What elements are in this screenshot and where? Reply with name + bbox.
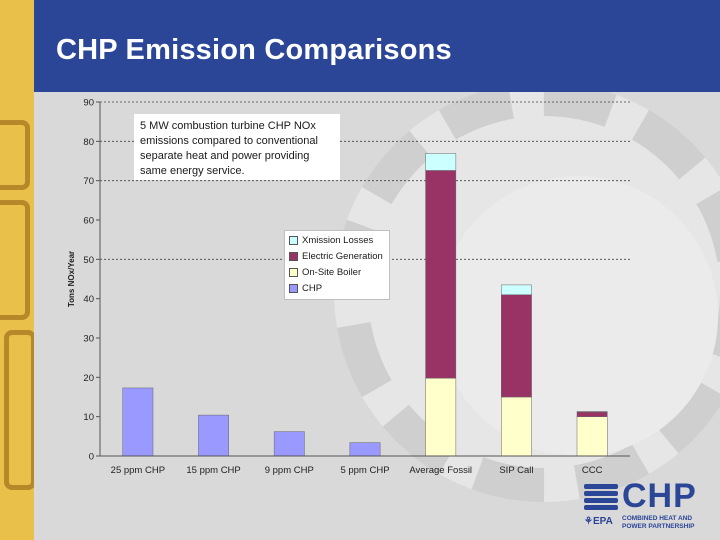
annotation-line: same energy service. bbox=[140, 165, 245, 177]
legend-swatch-boiler bbox=[289, 267, 298, 277]
x-tick-label: SIP Call bbox=[499, 465, 533, 476]
annotation-line: emissions compared to conventional bbox=[140, 135, 318, 147]
x-tick-label: 15 ppm CHP bbox=[186, 465, 240, 476]
stacked-bar-chart: 0 10 20 30 40 50 60 70 80 90 Tons NOx/Year 25 ppm C… bbox=[67, 98, 630, 476]
bar-segment-xmission-losses bbox=[501, 284, 532, 295]
legend-label: Electric Generation bbox=[302, 250, 383, 262]
x-tick-label: 9 ppm CHP bbox=[265, 465, 314, 476]
y-tick-label: 50 bbox=[83, 255, 94, 266]
logo-subtitle-line: COMBINED HEAT AND bbox=[622, 515, 693, 522]
slide-header: CHP Emission Comparisons bbox=[34, 0, 720, 92]
y-tick-label: 60 bbox=[83, 216, 94, 227]
bar-segment-chp bbox=[198, 414, 229, 457]
y-tick-label: 40 bbox=[83, 294, 94, 305]
bar-segment-on-site-boiler bbox=[501, 396, 532, 457]
logo-agency: ⚘EPA bbox=[584, 516, 613, 527]
chp-logo-icon bbox=[584, 482, 618, 512]
x-tick-label: 5 ppm CHP bbox=[340, 465, 389, 476]
y-tick-label: 0 bbox=[89, 452, 94, 463]
legend-item-chp: CHP bbox=[289, 280, 322, 296]
annotation-line: 5 MW combustion turbine CHP NOx bbox=[140, 120, 316, 132]
logo-subtitle: COMBINED HEAT AND POWER PARTNERSHIP bbox=[622, 515, 694, 531]
legend-item-xmission: Xmission Losses bbox=[289, 232, 373, 248]
annotation-line: separate heat and power providing bbox=[140, 150, 310, 162]
x-tick-label: CCC bbox=[582, 465, 603, 476]
legend-label: CHP bbox=[302, 282, 323, 294]
legend-label: On-Site Boiler bbox=[302, 266, 362, 278]
bar-segment-electric-generation bbox=[501, 294, 532, 398]
legend-swatch-xmission bbox=[289, 235, 298, 245]
legend-swatch-electric bbox=[289, 251, 298, 261]
bar-segment-electric-generation bbox=[576, 411, 608, 417]
bar-segment-on-site-boiler bbox=[576, 416, 608, 457]
chp-partnership-logo: CHP ⚘EPA COMBINED HEAT AND POWER PARTNER… bbox=[584, 478, 714, 534]
bar-segment-chp bbox=[349, 442, 381, 457]
y-tick-label: 90 bbox=[83, 98, 94, 109]
annotation-box bbox=[134, 114, 340, 180]
legend-item-boiler: On-Site Boiler bbox=[289, 264, 361, 280]
x-tick-label: Average Fossil bbox=[409, 465, 472, 476]
legend-label: Xmission Losses bbox=[302, 234, 374, 246]
chart-legend: Xmission Losses Electric Generation On-S… bbox=[284, 230, 390, 300]
bar-segment-xmission-losses bbox=[425, 153, 457, 171]
legend-swatch-chp bbox=[289, 283, 298, 293]
bar-layer bbox=[122, 153, 608, 457]
logo-subtitle-line: POWER PARTNERSHIP bbox=[622, 523, 695, 530]
y-tick-label: 10 bbox=[83, 412, 94, 423]
chart-stage: 0 10 20 30 40 50 60 70 80 90 Tons NOx/Year 25 ppm C… bbox=[34, 92, 720, 540]
y-axis-title: Tons NOx/Year bbox=[67, 251, 76, 307]
bar-segment-chp bbox=[273, 431, 305, 457]
y-tick-label: 70 bbox=[83, 176, 94, 187]
y-tick-label: 80 bbox=[83, 137, 94, 148]
x-tick-label: 25 ppm CHP bbox=[111, 465, 165, 476]
axis-layer: 0 10 20 30 40 50 60 70 80 90 Tons NOx/Year 25 ppm C… bbox=[67, 98, 630, 476]
annotation-text: 5 MW combustion turbine CHP NOx emission… bbox=[140, 119, 340, 179]
left-decorative-band bbox=[0, 0, 34, 540]
bar-segment-chp bbox=[122, 387, 154, 457]
y-tick-label: 30 bbox=[83, 334, 94, 345]
slide-title: CHP Emission Comparisons bbox=[56, 34, 452, 66]
legend-item-electric: Electric Generation bbox=[289, 248, 383, 264]
bar-segment-electric-generation bbox=[425, 170, 457, 379]
bar-segment-on-site-boiler bbox=[425, 377, 457, 457]
logo-brand: CHP bbox=[622, 477, 697, 515]
y-tick-label: 20 bbox=[83, 373, 94, 384]
